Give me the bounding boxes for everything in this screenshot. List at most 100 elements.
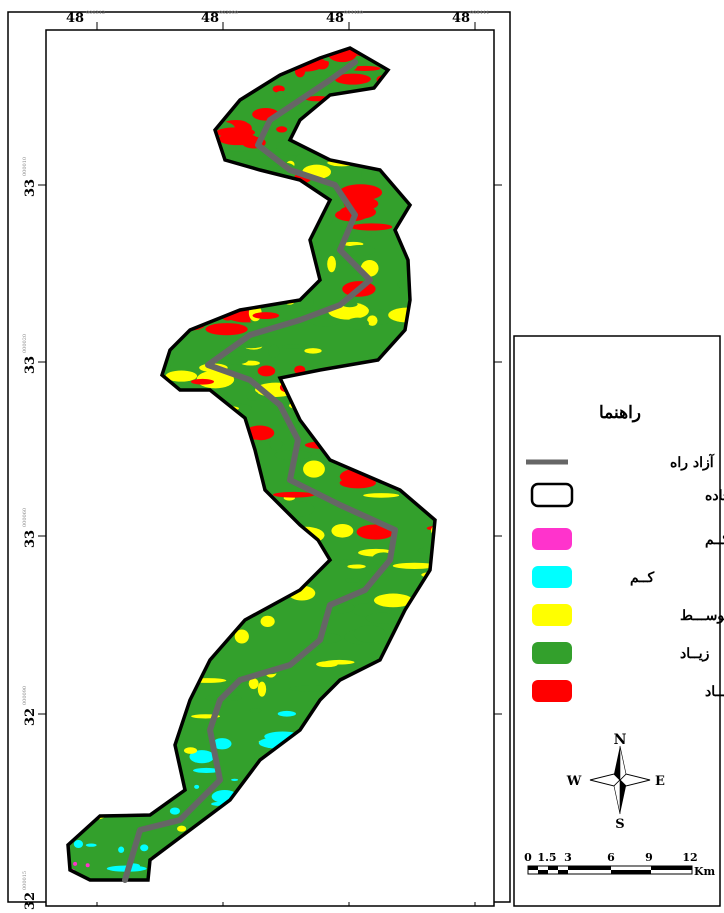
suitability-patch <box>257 681 267 697</box>
top-tick-sub-3: 004400 <box>344 10 363 16</box>
suitability-patch <box>183 747 198 754</box>
scale-label-4: 9 <box>645 851 653 864</box>
left-tick-sub-5: 000015 <box>22 871 28 890</box>
suitability-patch <box>367 315 378 326</box>
suitability-patch <box>276 126 288 133</box>
suitability-patch <box>257 365 276 377</box>
suitability-patch <box>295 154 309 163</box>
suitability-patch <box>118 846 125 853</box>
suitability-patch <box>289 685 334 692</box>
suitability-patch <box>250 125 295 138</box>
freeway-line <box>122 59 398 883</box>
compass-n: N <box>614 732 627 748</box>
left-tick-label-5: 32 <box>23 892 38 910</box>
compass-e: E <box>655 774 665 789</box>
scale-label-5: 12 <box>682 851 697 864</box>
compass-s: S <box>615 817 624 832</box>
suitability-patch <box>85 843 97 847</box>
suitability-patch <box>346 317 369 330</box>
suitability-patch <box>353 625 386 643</box>
scale-unit: Km <box>694 865 716 878</box>
left-tick-label-4: 32 <box>23 708 38 726</box>
suitability-patch <box>373 593 413 608</box>
suitability-patch <box>331 524 354 538</box>
suitability-patch <box>73 861 78 866</box>
left-tick-sub-3: 000060 <box>22 508 28 527</box>
suitability-patch <box>274 90 288 101</box>
suitability-patch <box>272 85 285 93</box>
suitability-patch <box>169 807 181 815</box>
legend-label-very-high: خیلــی زیــاد <box>705 684 724 700</box>
suitability-patch <box>177 825 187 832</box>
suitability-patch <box>350 223 393 231</box>
left-tick-label-3: 33 <box>23 530 38 548</box>
suitability-patch <box>342 241 364 247</box>
scale-bar: 0 1.5 3 6 9 12 Km <box>524 851 715 878</box>
scale-label-1: 1.5 <box>537 851 556 864</box>
legend-label-high: زیــاد <box>680 646 710 662</box>
suitability-patch <box>193 767 220 773</box>
suitability-patch <box>327 255 336 273</box>
top-tick-label-1: 48 <box>66 11 84 26</box>
suitability-patch <box>303 460 325 478</box>
suitability-patch <box>189 750 215 764</box>
top-tick-label-2: 48 <box>201 11 219 26</box>
suitability-patch <box>361 166 376 183</box>
legend-swatch-high <box>532 642 572 664</box>
legend-label-road-zone: محدوده جاده <box>705 488 724 504</box>
left-tick-label-1: 33 <box>23 179 38 197</box>
legend-label-medium: متوســـط <box>680 608 724 624</box>
legend-panel: راهنما آزاد راه محدوده جاده خیلــی کــم … <box>513 335 724 907</box>
legend-swatch-low <box>532 566 572 588</box>
suitability-patch <box>346 230 372 239</box>
suitability-patch <box>339 184 383 201</box>
legend-swatch-very-low <box>532 528 572 550</box>
legend-swatch-road-zone <box>530 482 574 508</box>
suitability-patch <box>215 127 256 138</box>
legend-label-very-low: خیلــی کــم <box>705 532 724 548</box>
scale-label-3: 6 <box>607 851 615 864</box>
suitability-patch <box>269 437 283 451</box>
compass-w: W <box>566 774 582 789</box>
legend-swatch-medium <box>532 604 572 626</box>
suitability-patch <box>231 778 239 781</box>
scale-label-2: 3 <box>564 851 572 864</box>
top-tick-sub-1: 000312 <box>86 10 105 16</box>
scale-label-0: 0 <box>524 851 532 864</box>
suitability-patch <box>190 378 215 385</box>
suitability-patch <box>268 344 280 358</box>
suitability-patch <box>219 146 255 152</box>
suitability-patch <box>304 348 322 354</box>
suitability-patch <box>260 615 275 628</box>
suitability-patch <box>277 710 296 717</box>
top-tick-sub-2: 002000 <box>219 10 238 16</box>
left-tick-label-2: 33 <box>23 356 38 374</box>
suitability-patch <box>250 317 289 325</box>
suitability-patch <box>73 840 84 849</box>
suitability-patch <box>140 844 149 852</box>
suitability-patch <box>194 784 200 789</box>
suitability-patch <box>165 370 198 382</box>
legend-label-freeway: آزاد راه <box>670 453 715 471</box>
left-tick-sub-4: 000090 <box>22 686 28 705</box>
legend-title: راهنما <box>599 403 641 423</box>
suitability-patch <box>347 564 366 569</box>
suitability-patch <box>392 562 435 569</box>
suitability-patch <box>252 312 280 319</box>
suitability-patch <box>324 659 355 665</box>
left-tick-sub-2: 000020 <box>22 334 28 353</box>
suitability-patch <box>338 559 365 565</box>
legend-label-low: کــم <box>630 570 655 586</box>
north-arrow-icon: N S W E <box>566 732 665 832</box>
suitability-patch <box>85 863 90 868</box>
top-axis: 48 000312 48 002000 48 004400 48 008444 <box>66 10 489 30</box>
suitability-patch <box>343 245 376 257</box>
suitability-patch <box>365 612 399 624</box>
top-tick-label-4: 48 <box>452 11 470 26</box>
suitability-patch <box>249 707 262 714</box>
suitability-patch <box>212 738 232 750</box>
suitability-patch <box>334 73 371 85</box>
suitability-patch <box>272 491 315 498</box>
suitability-patch <box>205 323 248 336</box>
